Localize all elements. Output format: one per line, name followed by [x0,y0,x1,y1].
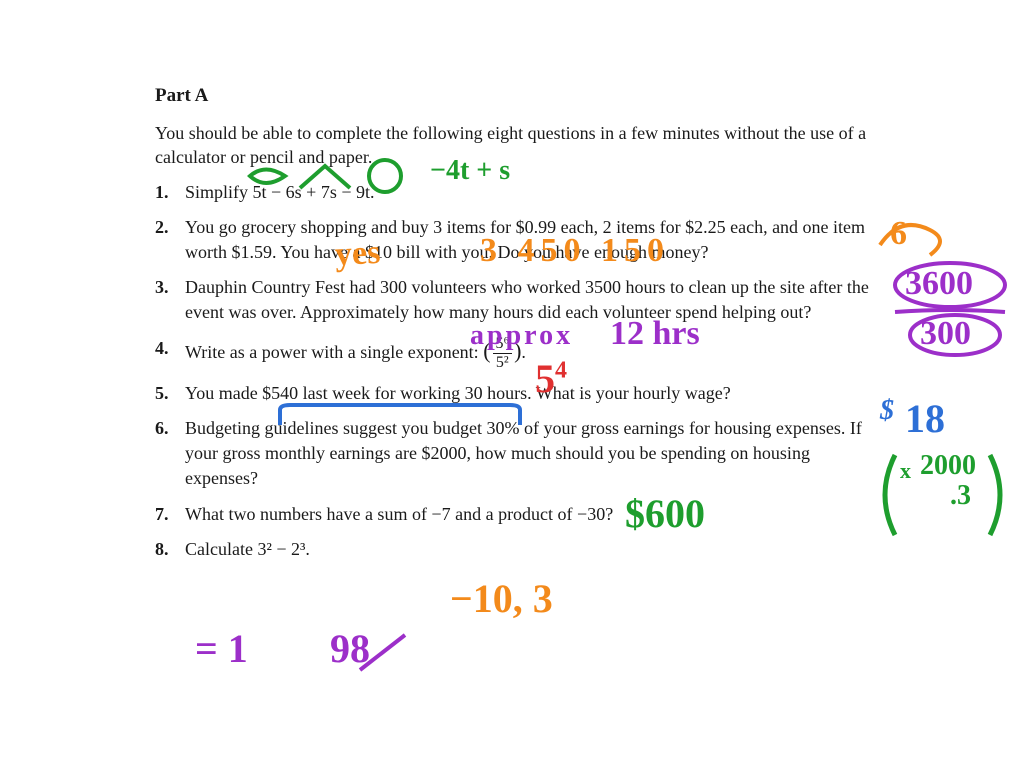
question-text: You go grocery shopping and buy 3 items … [185,217,865,262]
q5-bracket [275,400,525,430]
q8-eq: = 1 [195,625,248,672]
question-2: You go grocery shopping and buy 3 items … [155,215,875,265]
fraction: 5⁶5² [493,336,513,371]
question-8: Calculate 3² − 2³. [155,537,875,562]
question-4: Write as a power with a single exponent:… [155,336,875,371]
q8-strike [355,630,415,680]
q7-answer: −10, 3 [450,575,553,622]
q6-paren [870,450,1020,540]
question-text: Dauphin Country Fest had 300 volunteers … [185,277,869,322]
question-text: Write as a power with a single exponent: [185,342,479,362]
question-text: What two numbers have a sum of −7 and a … [185,504,613,524]
question-list: Simplify 5t − 6s + 7s − 9t. You go groce… [155,180,875,562]
fraction-num: 5⁶ [493,336,513,354]
q5-answer: 18 [905,395,945,442]
q3-frac-shapes [880,260,1020,360]
part-title: Part A [155,85,875,107]
question-text: Calculate 3² − 2³. [185,539,310,559]
question-7: What two numbers have a sum of −7 and a … [155,502,875,527]
q5-dollar: $ [880,395,894,427]
question-3: Dauphin Country Fest had 300 volunteers … [155,275,875,325]
fraction-den: 5² [493,354,513,371]
q1-scribble-shapes [245,158,425,198]
